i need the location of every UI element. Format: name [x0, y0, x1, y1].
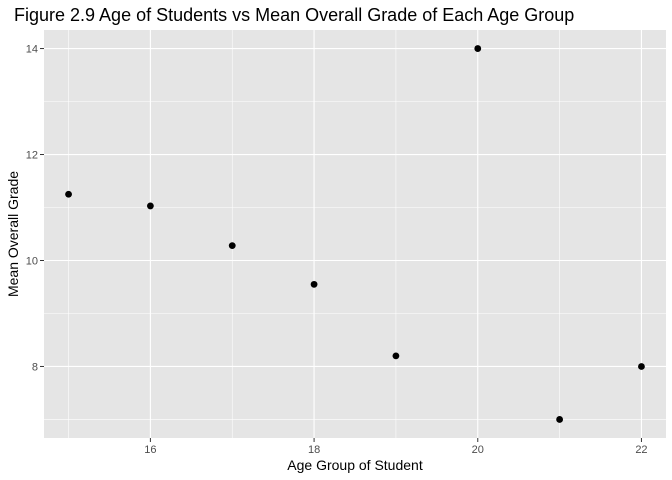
- y-tick-label: 14: [26, 44, 38, 56]
- y-tick-label: 12: [26, 150, 38, 162]
- x-tick-label: 22: [635, 444, 647, 456]
- y-axis-title: Mean Overall Grade: [5, 171, 21, 297]
- y-tick-label: 8: [32, 361, 38, 373]
- data-point: [638, 363, 645, 370]
- data-point: [146, 202, 154, 210]
- chart-title: Figure 2.9 Age of Students vs Mean Overa…: [14, 5, 574, 25]
- y-axis-ticks: 8 10 12 14: [26, 44, 44, 373]
- x-axis-title: Age Group of Student: [287, 457, 423, 473]
- plot-panel: [44, 30, 666, 438]
- data-point: [474, 45, 482, 52]
- x-axis-ticks: 16 18 20 22: [144, 438, 648, 456]
- major-gridlines: [44, 30, 666, 438]
- x-tick-label: 16: [144, 444, 156, 456]
- x-tick-label: 20: [472, 444, 484, 456]
- data-point: [228, 242, 236, 250]
- data-point: [310, 280, 318, 288]
- data-point: [65, 190, 72, 198]
- x-tick-label: 18: [308, 444, 320, 456]
- data-points: [65, 45, 645, 423]
- y-tick-label: 10: [26, 255, 38, 267]
- data-point: [556, 416, 564, 423]
- data-point: [392, 352, 400, 360]
